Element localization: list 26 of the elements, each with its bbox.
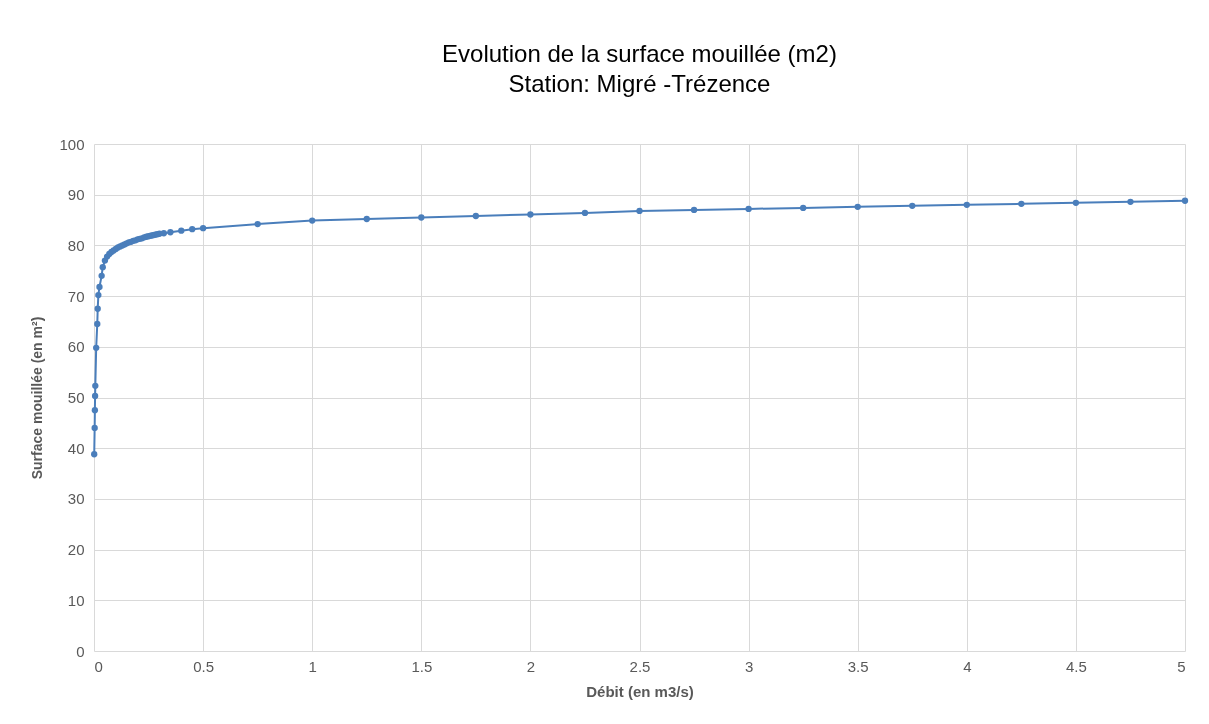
x-tick-label: 0 xyxy=(94,657,103,675)
x-tick-label: 1 xyxy=(308,657,317,675)
chart-title: Evolution de la surface mouillée (m2) xyxy=(442,40,837,67)
x-tick-label: 3 xyxy=(744,657,754,675)
x-tick-label: 0.5 xyxy=(193,657,215,675)
x-tick-label: 2.5 xyxy=(629,657,651,675)
y-tick-label: 0 xyxy=(76,642,85,660)
chart-subtitle: Station: Migré -Trézence xyxy=(508,70,771,97)
x-axis-title: Débit (en m3/s) xyxy=(586,682,694,700)
y-tick-label: 100 xyxy=(59,135,85,153)
y-tick-label: 20 xyxy=(67,541,85,559)
y-tick-label: 80 xyxy=(67,236,85,254)
y-tick-label: 50 xyxy=(67,389,85,406)
x-tick-label: 4 xyxy=(963,657,972,675)
y-tick-label: 40 xyxy=(67,439,85,457)
y-tick-label: 30 xyxy=(67,490,85,508)
y-tick-label: 10 xyxy=(67,591,85,609)
x-tick-label: 2 xyxy=(526,657,536,675)
y-tick-label: 90 xyxy=(67,186,85,204)
x-tick-label: 1.5 xyxy=(411,657,433,675)
y-tick-label: 60 xyxy=(67,338,85,356)
x-tick-label: 5 xyxy=(1177,657,1186,675)
x-tick-label: 3.5 xyxy=(847,657,869,675)
x-tick-label: 4.5 xyxy=(1065,657,1087,675)
y-axis-title: Surface mouillée (en m²) xyxy=(29,316,46,480)
y-tick-label: 70 xyxy=(67,287,85,305)
